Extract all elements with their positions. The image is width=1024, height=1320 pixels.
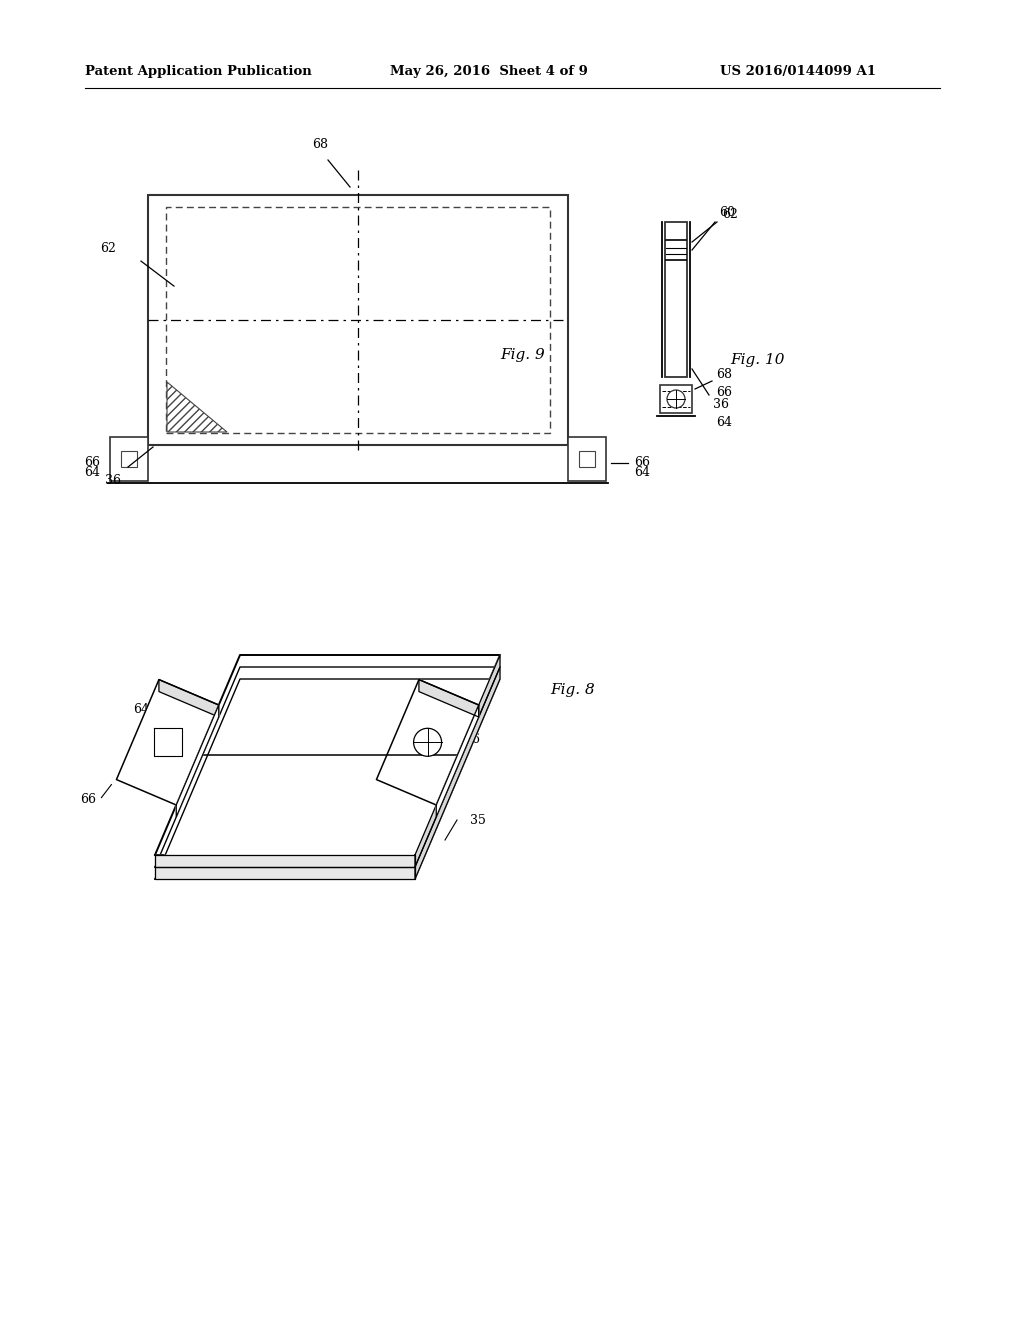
Polygon shape — [377, 680, 479, 805]
Text: Fig. 10: Fig. 10 — [730, 352, 784, 367]
Text: 64: 64 — [716, 417, 732, 429]
Text: 62: 62 — [722, 207, 738, 220]
Text: 66: 66 — [84, 457, 100, 470]
Polygon shape — [159, 680, 219, 717]
Bar — [579, 451, 595, 467]
Bar — [660, 385, 692, 413]
Bar — [110, 437, 148, 480]
Polygon shape — [155, 655, 500, 855]
Polygon shape — [436, 705, 479, 817]
Polygon shape — [415, 655, 500, 867]
Circle shape — [667, 389, 685, 408]
Text: 66: 66 — [464, 733, 480, 746]
Bar — [568, 437, 606, 480]
Text: Fig. 8: Fig. 8 — [550, 682, 595, 697]
Polygon shape — [155, 678, 500, 879]
Bar — [665, 222, 687, 378]
Text: 68: 68 — [716, 368, 732, 381]
Text: 68: 68 — [312, 139, 328, 152]
Text: 36: 36 — [713, 399, 729, 412]
Text: 64: 64 — [84, 466, 100, 479]
Circle shape — [414, 729, 441, 756]
Polygon shape — [415, 667, 500, 879]
Polygon shape — [176, 705, 219, 817]
Text: 66: 66 — [81, 793, 96, 807]
Text: 64: 64 — [634, 466, 650, 479]
Polygon shape — [155, 667, 500, 867]
Text: US 2016/0144099 A1: US 2016/0144099 A1 — [720, 66, 876, 78]
Text: 66: 66 — [716, 387, 732, 400]
Text: 62: 62 — [100, 242, 116, 255]
Text: 60: 60 — [719, 206, 735, 219]
Text: Patent Application Publication: Patent Application Publication — [85, 66, 311, 78]
Text: 64: 64 — [449, 718, 465, 731]
Text: 36: 36 — [105, 474, 121, 487]
Text: 66: 66 — [634, 457, 650, 470]
Bar — [148, 195, 568, 445]
Text: 64: 64 — [133, 704, 148, 715]
Bar — [121, 451, 137, 467]
Polygon shape — [419, 680, 479, 717]
Text: 35: 35 — [470, 813, 485, 826]
Polygon shape — [117, 680, 219, 805]
Polygon shape — [155, 855, 415, 867]
Text: 62: 62 — [229, 779, 246, 792]
Polygon shape — [154, 729, 181, 756]
Polygon shape — [155, 867, 415, 879]
Text: May 26, 2016  Sheet 4 of 9: May 26, 2016 Sheet 4 of 9 — [390, 66, 588, 78]
Text: 68: 68 — [404, 701, 421, 714]
Bar — [166, 207, 550, 433]
Polygon shape — [167, 381, 227, 432]
Text: Fig. 9: Fig. 9 — [500, 348, 545, 362]
